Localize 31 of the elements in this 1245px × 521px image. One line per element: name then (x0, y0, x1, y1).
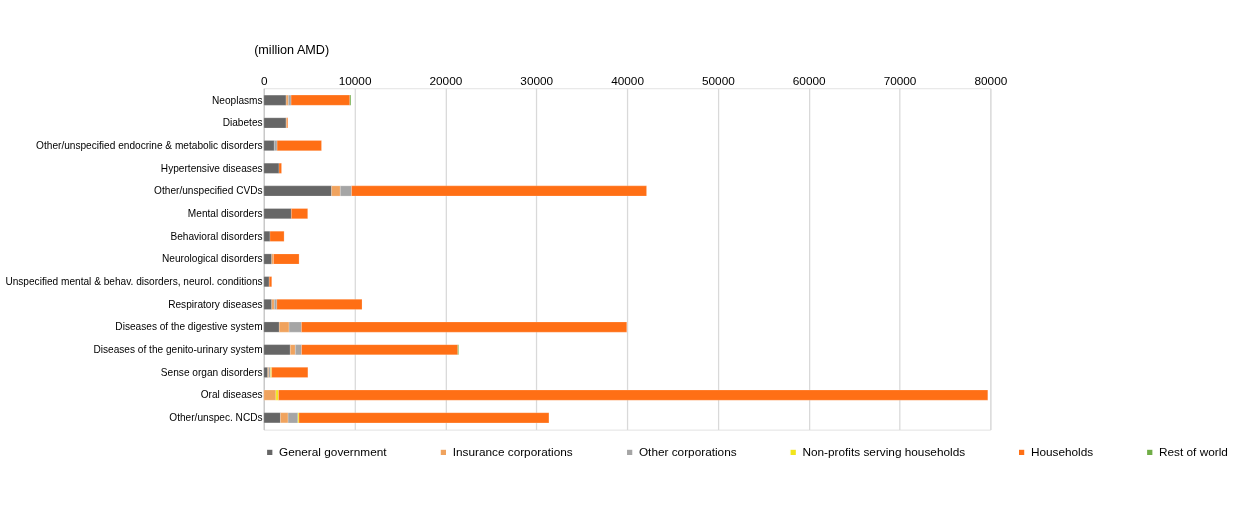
legend-label: Rest of world (1159, 444, 1228, 459)
x-tick-label: 0 (260, 73, 268, 88)
x-tick-label: 10000 (338, 73, 372, 88)
y-tick-label: Hypertensive diseases (160, 162, 263, 174)
y-tick-label: Diabetes (222, 117, 263, 129)
y-tick-label: Behavioral disorders (170, 230, 263, 242)
y-tick-label: Respiratory diseases (168, 298, 263, 310)
y-tick-label: Diseases of the digestive system (115, 321, 263, 333)
x-tick-label: 70000 (883, 73, 917, 88)
legend-label: Insurance corporations (452, 444, 573, 459)
y-tick-label: Neurological disorders (161, 253, 263, 265)
y-tick-label: Neoplasms (211, 94, 263, 106)
legend-label: Households (1030, 444, 1094, 459)
legend-label: Non-profits serving households (802, 444, 966, 459)
y-tick-label: Diseases of the genito-urinary system (93, 344, 263, 356)
y-tick-label: Mental disorders (187, 208, 263, 220)
x-tick-label: 80000 (974, 73, 1008, 88)
y-tick-label: Other/unspec. NCDs (169, 412, 263, 424)
x-tick-label: 50000 (701, 73, 736, 88)
y-tick-label: Other/unspecified endocrine & metabolic disorders (36, 139, 263, 151)
y-tick-label: Unspecified mental & behav. disorders, neurol. conditions (5, 276, 263, 288)
x-axis-title: (million AMD) (254, 43, 330, 58)
y-tick-label: Other/unspecified CVDs (154, 185, 263, 197)
y-tick-label: Sense organ disorders (160, 366, 263, 378)
x-tick-label: 40000 (611, 73, 645, 88)
x-tick-label: 60000 (792, 73, 827, 88)
x-tick-label: 20000 (429, 73, 463, 88)
x-tick-label: 30000 (520, 73, 554, 88)
y-tick-label: Oral diseases (200, 389, 263, 401)
legend-label: Other corporations (638, 444, 737, 459)
legend-label: General government (279, 444, 388, 459)
